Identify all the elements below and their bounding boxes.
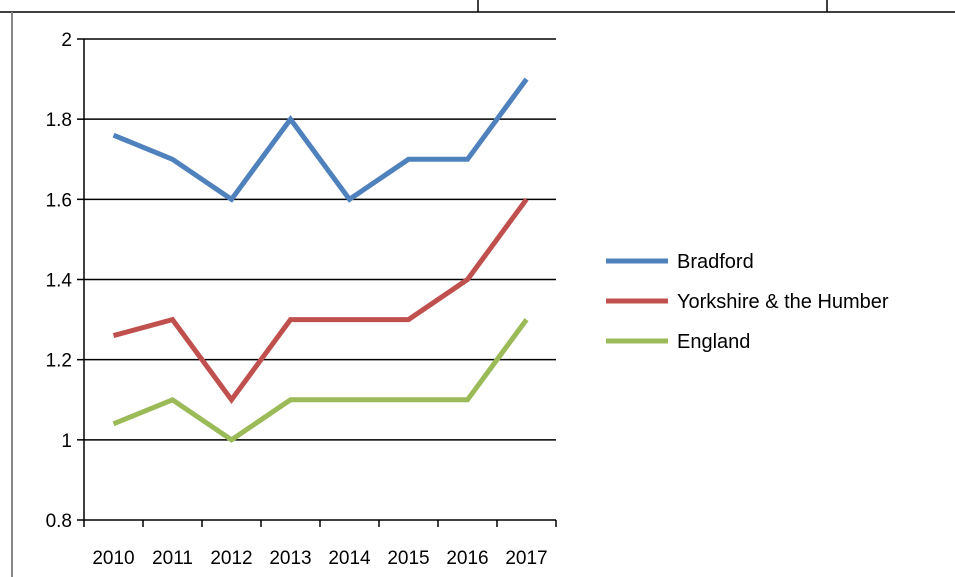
series-line-2	[112, 318, 529, 443]
y-tick-label-0: 0.8	[46, 511, 72, 532]
legend-label-0: Bradford	[677, 251, 754, 273]
series-line-1	[112, 197, 529, 405]
x-tick-label-2012: 2012	[210, 548, 252, 569]
x-tick-label-2017: 2017	[505, 548, 547, 569]
y-tick-label-1: 1	[61, 431, 72, 452]
legend-label-1: Yorkshire & the Humber	[677, 291, 889, 313]
series-line-0	[112, 77, 529, 203]
y-tick-label-6: 2	[61, 30, 72, 51]
y-tick-labels: 0.8 1 1.2 1.4 1.6 1.8 2	[46, 30, 73, 532]
legend: Bradford Yorkshire & the Humber England	[606, 251, 889, 353]
x-tick-label-2015: 2015	[387, 548, 429, 569]
x-tick-label-2011: 2011	[152, 548, 193, 569]
y-tick-label-5: 1.8	[46, 110, 72, 131]
series-lines	[112, 77, 529, 443]
x-tick-label-2016: 2016	[446, 548, 488, 569]
x-tick-label-2014: 2014	[328, 548, 371, 569]
x-tick-label-2010: 2010	[92, 548, 134, 569]
y-tick-label-3: 1.4	[46, 271, 73, 292]
x-tick-labels: 2010 2011 2012 2013 2014 2015 2016 2017	[92, 548, 547, 569]
y-tick-label-4: 1.6	[46, 190, 72, 211]
x-tick-label-2013: 2013	[269, 548, 311, 569]
y-tick-label-2: 1.2	[46, 351, 72, 372]
axes	[77, 38, 557, 527]
legend-label-2: England	[677, 331, 750, 353]
gridlines	[84, 38, 556, 441]
